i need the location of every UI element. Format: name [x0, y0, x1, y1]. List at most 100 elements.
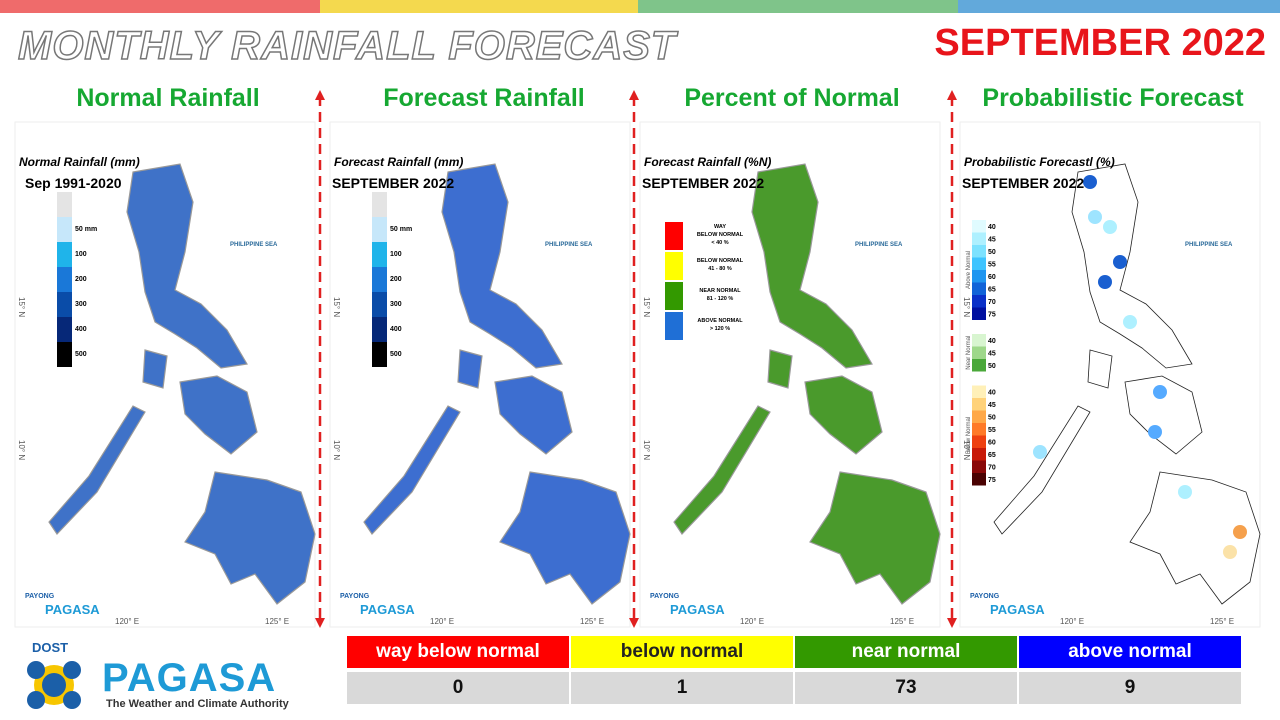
- legend-label: 50 mm: [75, 226, 97, 233]
- legend-label: 70: [988, 465, 996, 472]
- probability-dot: [1033, 445, 1047, 459]
- mini-logo-top: PAYONG: [25, 593, 55, 600]
- legend-label: 41 - 80 %: [708, 266, 732, 272]
- legend-label: WAY: [714, 224, 726, 230]
- forecast-date: SEPTEMBER 2022: [934, 22, 1266, 64]
- legend-label: 65: [988, 452, 996, 459]
- legend-swatch: [57, 292, 72, 317]
- lon-label: 125° E: [580, 617, 604, 626]
- map-subtitle: Sep 1991-2020: [25, 175, 122, 191]
- legend-group-name: Above Normal: [966, 251, 972, 289]
- legend-label: 300: [75, 301, 87, 308]
- legend-swatch: [57, 317, 72, 342]
- probability-dot: [1083, 175, 1097, 189]
- legend-label: 45: [988, 351, 996, 358]
- legend-swatch: [972, 423, 986, 436]
- legend-swatch: [372, 242, 387, 267]
- legend-swatch: [972, 220, 986, 233]
- panel-heading: Probabilistic Forecast: [982, 84, 1244, 112]
- sea-label: PHILIPPINE SEA: [230, 242, 278, 248]
- mini-logo-top: PAYONG: [340, 593, 370, 600]
- legend-label: 70: [988, 299, 996, 306]
- legend-swatch: [372, 217, 387, 242]
- legend-swatch: [972, 307, 986, 320]
- map-subtitle: SEPTEMBER 2022: [962, 175, 1084, 191]
- lon-label: 120° E: [740, 617, 764, 626]
- lon-label: 125° E: [890, 617, 914, 626]
- category-header: above normal: [1019, 636, 1241, 668]
- probability-dot: [1153, 385, 1167, 399]
- legend-label: 300: [390, 301, 402, 308]
- probability-dot: [1233, 525, 1247, 539]
- category-header: way below normal: [347, 636, 569, 668]
- legend-swatch: [665, 312, 683, 340]
- lon-label: 120° E: [1060, 617, 1084, 626]
- legend-label: 50: [988, 415, 996, 422]
- map-title: Normal Rainfall (mm): [19, 155, 140, 169]
- panel-heading: Forecast Rainfall: [383, 84, 585, 112]
- legend-label: 60: [988, 440, 996, 447]
- legend-swatch: [972, 385, 986, 398]
- legend-swatch: [372, 342, 387, 367]
- legend-swatch: [972, 448, 986, 461]
- sea-label: PHILIPPINE SEA: [1185, 242, 1233, 248]
- legend-swatch: [372, 267, 387, 292]
- legend-label: 500: [75, 351, 87, 358]
- lon-label: 125° E: [265, 617, 289, 626]
- legend-label: 200: [75, 276, 87, 283]
- legend-swatch: [972, 410, 986, 423]
- legend-swatch: [665, 282, 683, 310]
- map-panel: Normal Rainfall (mm) Sep 1991-2020 PHILIPP…: [14, 121, 316, 628]
- category-count: 9: [1019, 672, 1241, 704]
- stripe: [320, 0, 638, 13]
- logo-icon: [27, 661, 81, 709]
- lat-label: 15° N: [642, 297, 651, 317]
- legend-label: 40: [988, 338, 996, 345]
- legend-label: 50 mm: [390, 226, 412, 233]
- legend-label: 500: [390, 351, 402, 358]
- legend-label: 100: [75, 251, 87, 258]
- legend-label: 200: [390, 276, 402, 283]
- category-count: 73: [795, 672, 1017, 704]
- legend-swatch: [372, 292, 387, 317]
- probability-dot: [1148, 425, 1162, 439]
- sea-label: PHILIPPINE SEA: [855, 242, 903, 248]
- legend-swatch: [972, 398, 986, 411]
- legend-label: BELOW NORMAL: [697, 258, 744, 264]
- legend-label: 55: [988, 427, 996, 434]
- probability-dot: [1103, 220, 1117, 234]
- legend-label: 45: [988, 237, 996, 244]
- logo-tagline: The Weather and Climate Authority: [106, 698, 289, 710]
- legend-label: 40: [988, 390, 996, 397]
- map-subtitle: SEPTEMBER 2022: [332, 175, 454, 191]
- probability-dot: [1223, 545, 1237, 559]
- mini-logo-name: PAGASA: [45, 602, 100, 617]
- slide-title: MONTHLY RAINFALL FORECAST: [17, 23, 677, 69]
- legend-label: 75: [988, 312, 996, 319]
- mini-logo-name: PAGASA: [360, 602, 415, 617]
- map-panel: Forecast Rainfall (%N) SEPTEMBER 2022 PHIL…: [639, 121, 941, 628]
- panel-heading: Normal Rainfall: [76, 84, 260, 112]
- lat-label: 10° N: [17, 440, 26, 460]
- legend-swatch: [372, 317, 387, 342]
- legend-swatch: [372, 192, 387, 217]
- legend-label: 400: [75, 326, 87, 333]
- legend-label: 55: [988, 262, 996, 269]
- lon-label: 125° E: [1210, 617, 1234, 626]
- legend-swatch: [57, 267, 72, 292]
- stripe: [958, 0, 1280, 13]
- map-title: Probabilistic Forecastl (%): [964, 155, 1115, 169]
- legend-swatch: [972, 257, 986, 270]
- legend-label: 60: [988, 274, 996, 281]
- stripe: [638, 0, 958, 13]
- probability-dot: [1178, 485, 1192, 499]
- mini-logo-top: PAYONG: [970, 593, 1000, 600]
- map-panel: Probabilistic Forecastl (%) SEPTEMBER 202…: [959, 121, 1261, 628]
- map-title: Forecast Rainfall (%N): [644, 155, 771, 169]
- legend-swatch: [972, 245, 986, 258]
- legend-swatch: [972, 473, 986, 486]
- legend-swatch: [972, 232, 986, 245]
- category-header: near normal: [795, 636, 1017, 668]
- probability-dot: [1123, 315, 1137, 329]
